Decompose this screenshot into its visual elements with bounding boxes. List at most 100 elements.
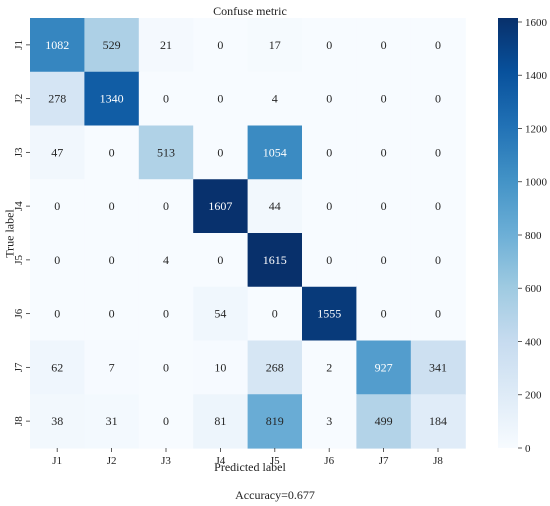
cell-value-label: 0	[435, 92, 441, 106]
heatmap-cell	[84, 394, 140, 449]
cell-value-label: 819	[266, 414, 284, 428]
cell-value-label: 0	[163, 414, 169, 428]
cell-value-label: 1607	[208, 199, 232, 213]
heatmap-cell	[30, 286, 85, 342]
heatmap-cell	[30, 233, 85, 288]
cell-value-label: 0	[109, 307, 115, 321]
cell-value-label: 0	[381, 145, 387, 159]
cell-value-label: 4	[163, 253, 169, 267]
cell-value-label: 0	[381, 307, 387, 321]
cell-value-label: 0	[217, 145, 223, 159]
cell-value-label: 0	[326, 145, 332, 159]
chart-title: Confuse metric	[213, 4, 287, 18]
heatmap-cell	[356, 286, 412, 342]
colorbar-tick-label: 1000	[525, 177, 548, 189]
heatmap-cell	[247, 233, 303, 288]
cell-value-label: 2	[326, 360, 332, 374]
cell-value-label: 38	[51, 414, 63, 428]
heatmap-cell	[30, 179, 85, 234]
cell-value-label: 0	[326, 92, 332, 106]
heatmap-cell	[410, 233, 466, 288]
heatmap-cell	[84, 233, 140, 288]
heatmap-cell	[247, 71, 303, 127]
heatmap-cell	[356, 71, 412, 127]
heatmap-cell	[138, 71, 194, 127]
heatmap-cell	[193, 125, 249, 180]
x-tick-label: J2	[107, 455, 117, 467]
heatmap-cell	[247, 340, 303, 395]
x-tick-label: J6	[324, 455, 334, 467]
cell-value-label: 10	[214, 360, 226, 374]
heatmap-cell	[193, 71, 249, 127]
cell-value-label: 3	[326, 414, 332, 428]
heatmap-cell	[302, 340, 357, 395]
cell-value-label: 0	[326, 253, 332, 267]
cell-value-label: 341	[429, 360, 447, 374]
cell-value-label: 1082	[45, 38, 69, 52]
cell-value-label: 0	[163, 307, 169, 321]
cell-value-label: 0	[109, 253, 115, 267]
y-tick-label: J2	[13, 94, 25, 104]
cell-value-label: 31	[106, 414, 118, 428]
cell-value-label: 81	[214, 414, 226, 428]
cell-value-label: 7	[109, 360, 115, 374]
heatmap-cell	[410, 125, 466, 180]
heatmap-cell	[302, 179, 357, 234]
heatmap-cell	[138, 286, 194, 342]
cell-value-label: 1555	[317, 307, 341, 321]
colorbar-tick-label: 800	[525, 230, 542, 242]
heatmap-cell	[356, 233, 412, 288]
heatmap-cell	[302, 18, 357, 73]
cell-value-label: 268	[266, 360, 284, 374]
y-tick-label: J3	[13, 147, 25, 157]
heatmap-cell	[356, 394, 412, 449]
colorbar-tick-label: 1400	[525, 70, 548, 82]
y-tick-label: J5	[13, 254, 25, 264]
heatmap-cell	[302, 233, 357, 288]
heatmap-cell	[138, 340, 194, 395]
heatmap-cell	[84, 18, 140, 73]
cell-value-label: 4	[272, 92, 278, 106]
cell-value-label: 0	[163, 199, 169, 213]
heatmap-cell	[302, 71, 357, 127]
cell-value-label: 21	[160, 38, 172, 52]
y-tick-label: J8	[13, 416, 25, 426]
cell-value-label: 0	[381, 199, 387, 213]
heatmap-cell	[193, 233, 249, 288]
cell-value-label: 184	[429, 414, 447, 428]
x-tick-label: J1	[52, 455, 62, 467]
heatmap-cell	[410, 179, 466, 234]
heatmap-cell	[410, 71, 466, 127]
cell-value-label: 0	[163, 92, 169, 106]
cell-value-label: 0	[163, 360, 169, 374]
heatmap-cell	[84, 340, 140, 395]
cell-value-label: 0	[54, 307, 60, 321]
cell-value-label: 499	[375, 414, 393, 428]
cell-value-label: 1615	[263, 253, 287, 267]
heatmap-cell	[84, 286, 140, 342]
cell-value-label: 0	[217, 38, 223, 52]
x-tick-label: J4	[216, 455, 226, 467]
heatmap-cell	[356, 179, 412, 234]
heatmap-cell	[138, 233, 194, 288]
cell-value-label: 0	[326, 199, 332, 213]
heatmap-cell	[138, 394, 194, 449]
heatmap-cell	[247, 125, 303, 180]
heatmap-cell	[247, 179, 303, 234]
heatmap-cell	[247, 18, 303, 73]
cell-value-label: 1054	[263, 145, 287, 159]
heatmap-cell	[356, 125, 412, 180]
heatmap-cell	[247, 286, 303, 342]
heatmap-cell	[302, 286, 357, 342]
cell-value-label: 513	[157, 145, 175, 159]
heatmap-cell	[30, 394, 85, 449]
cell-value-label: 47	[51, 145, 63, 159]
colorbar-tick-label: 0	[525, 443, 531, 455]
colorbar-tick-label: 400	[525, 336, 542, 348]
x-tick-label: J7	[379, 455, 389, 467]
x-tick-label: J5	[270, 455, 280, 467]
heatmap-cell	[30, 125, 85, 180]
heatmap-cell	[84, 71, 140, 127]
heatmap-cell	[356, 340, 412, 395]
heatmap-cell	[410, 340, 466, 395]
